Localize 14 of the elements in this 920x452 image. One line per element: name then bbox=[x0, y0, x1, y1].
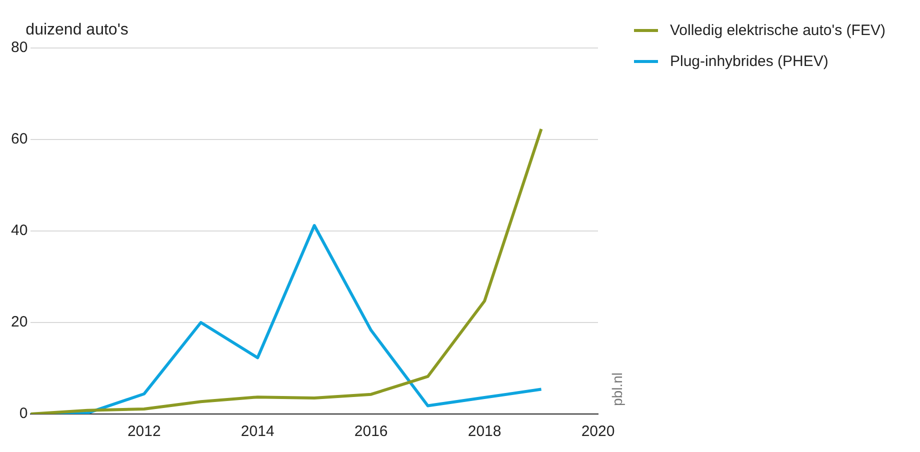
y-tick-label: 40 bbox=[10, 222, 28, 240]
legend-label: Volledig elektrische auto's (FEV) bbox=[670, 22, 886, 39]
y-axis-title: duizend auto's bbox=[26, 21, 128, 38]
y-tick-label: 20 bbox=[10, 314, 28, 331]
x-tick-label: 2012 bbox=[127, 423, 161, 440]
text: pbl.nl bbox=[608, 372, 625, 406]
y-tick-label: 0 bbox=[19, 405, 28, 422]
legend-label: Plug-inhybrides (PHEV) bbox=[670, 53, 828, 70]
x-tick-label: 2018 bbox=[468, 423, 502, 440]
x-tick-label: 2016 bbox=[354, 423, 388, 440]
x-tick-label: 2020 bbox=[581, 423, 615, 440]
y-tick-label: 80 bbox=[10, 39, 28, 56]
y-tick-label: 60 bbox=[10, 130, 28, 148]
x-tick-label: 2014 bbox=[240, 423, 274, 440]
